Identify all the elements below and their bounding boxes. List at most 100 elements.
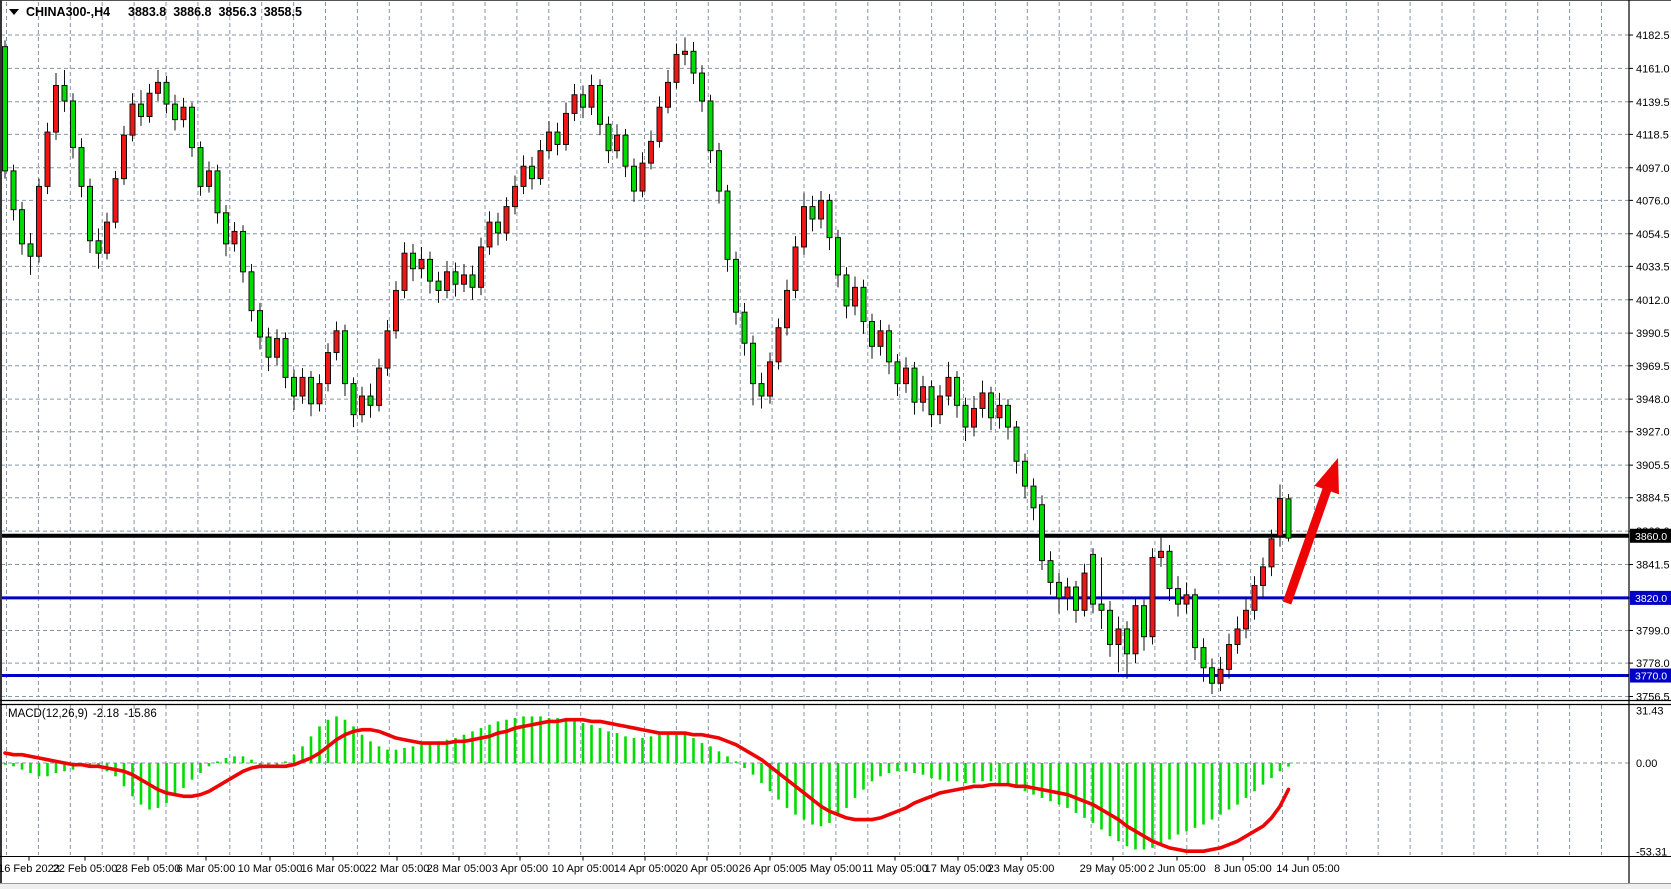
time-axis-label: 14 Jun 05:00 [1276, 863, 1340, 875]
candle-body [656, 106, 663, 142]
candle-body [1209, 667, 1215, 684]
macd-name: MACD(12,26,9) [8, 708, 88, 720]
macd-axis-label: -53.31 [1636, 847, 1667, 859]
candle-body [325, 352, 331, 385]
candle-body [682, 50, 688, 55]
time-axis-label: 10 Mar 05:00 [238, 863, 303, 875]
candle-body [1047, 560, 1054, 583]
candle-body [1030, 485, 1037, 509]
candle-body [707, 100, 714, 152]
candle-body [903, 367, 909, 385]
time-axis-label: 16 Mar 05:00 [301, 863, 366, 875]
candle-body [1013, 426, 1020, 462]
window-left-border [0, 0, 2, 884]
candle-body [469, 274, 476, 288]
candle-body [1166, 550, 1173, 590]
candle-body [257, 310, 263, 338]
candle-body [554, 131, 561, 145]
time-axis-label: 17 May 05:00 [925, 863, 992, 875]
candle-body [87, 185, 93, 242]
candle-body [486, 221, 493, 248]
candle-body [53, 84, 59, 133]
candle-body [342, 330, 348, 385]
macd-axis-label: 31.43 [1636, 706, 1664, 718]
candle-body [478, 246, 484, 288]
candle-body [401, 252, 408, 291]
candle-body [138, 103, 144, 118]
candle-body [452, 271, 459, 285]
candle-body [988, 392, 994, 419]
chevron-down-icon[interactable] [9, 9, 19, 15]
candle-body [716, 150, 722, 192]
candle-body [1158, 550, 1164, 559]
candle-body [784, 289, 790, 329]
trend-arrow-layer[interactable] [1282, 458, 1339, 605]
candle-body [996, 404, 1003, 419]
candle-body [282, 338, 289, 378]
candle-body [979, 392, 986, 409]
price-axis-label: 3841.5 [1636, 560, 1670, 572]
candle-body [10, 170, 17, 211]
candle-body [1234, 628, 1241, 645]
candle-body [614, 134, 620, 152]
candle-body [869, 320, 875, 347]
candle-body [461, 274, 467, 285]
price-axis-label: 4182.5 [1636, 30, 1670, 42]
candle-body [920, 386, 926, 403]
candle-body [512, 185, 518, 208]
candle-body [1260, 566, 1266, 586]
candle-body [2, 46, 8, 172]
candle-body [155, 81, 161, 94]
candle-body [648, 140, 654, 164]
price-axis-label: 3927.0 [1636, 427, 1670, 439]
time-axis-label: 2 Jun 05:00 [1148, 863, 1206, 875]
time-axis-label: 8 Jun 05:00 [1214, 863, 1272, 875]
time-axis-label: 22 Feb 05:00 [53, 863, 118, 875]
candle-body [36, 185, 42, 257]
candle-body [1132, 605, 1139, 655]
candle-body [801, 206, 807, 248]
candle-body [1124, 628, 1130, 655]
candle-body [818, 199, 824, 220]
candle-body [214, 170, 221, 214]
candle-body [61, 84, 68, 102]
candle-body [724, 190, 731, 260]
candle-body [792, 246, 799, 291]
candle-body [877, 330, 884, 347]
candle-body [605, 123, 612, 152]
candle-body [240, 230, 246, 273]
candle-body [733, 258, 739, 313]
price-level-badge-label: 3820.0 [1635, 593, 1667, 605]
arrow-shaft[interactable] [1282, 482, 1333, 605]
candle-body [775, 327, 782, 363]
candle-body [1251, 584, 1258, 611]
candle-body [1149, 557, 1156, 638]
candle-body [350, 383, 357, 416]
macd-main-value: -2.18 [93, 708, 119, 720]
price-axis-label: 4076.0 [1636, 195, 1670, 207]
candle-body [1005, 404, 1011, 428]
candles-layer [2, 37, 1292, 695]
time-axis-label: 11 May 05:00 [862, 863, 928, 875]
candle-body [1277, 498, 1283, 537]
high-value: 3886.8 [173, 5, 211, 19]
candle-body [529, 165, 535, 180]
candle-body [1039, 504, 1045, 562]
level-lines-layer[interactable] [0, 533, 1629, 678]
price-axis-label: 4054.5 [1636, 229, 1670, 241]
candle-body [860, 286, 867, 322]
candle-body [1175, 588, 1181, 605]
time-axis-label: 29 May 05:00 [1080, 863, 1147, 875]
time-axis-label: 22 Mar 05:00 [365, 863, 430, 875]
time-axis-label: 28 Mar 05:00 [427, 863, 492, 875]
time-axis-label: 3 Apr 05:00 [492, 863, 548, 875]
price-axis-label: 4161.0 [1636, 63, 1670, 75]
time-axis-label: 14 Apr 05:00 [614, 863, 676, 875]
price-level-badge [1630, 590, 1671, 605]
candle-body [248, 271, 255, 312]
price-axis-label: 4097.0 [1636, 163, 1670, 175]
arrow-head-icon[interactable] [1314, 458, 1339, 495]
candle-body [843, 274, 850, 307]
